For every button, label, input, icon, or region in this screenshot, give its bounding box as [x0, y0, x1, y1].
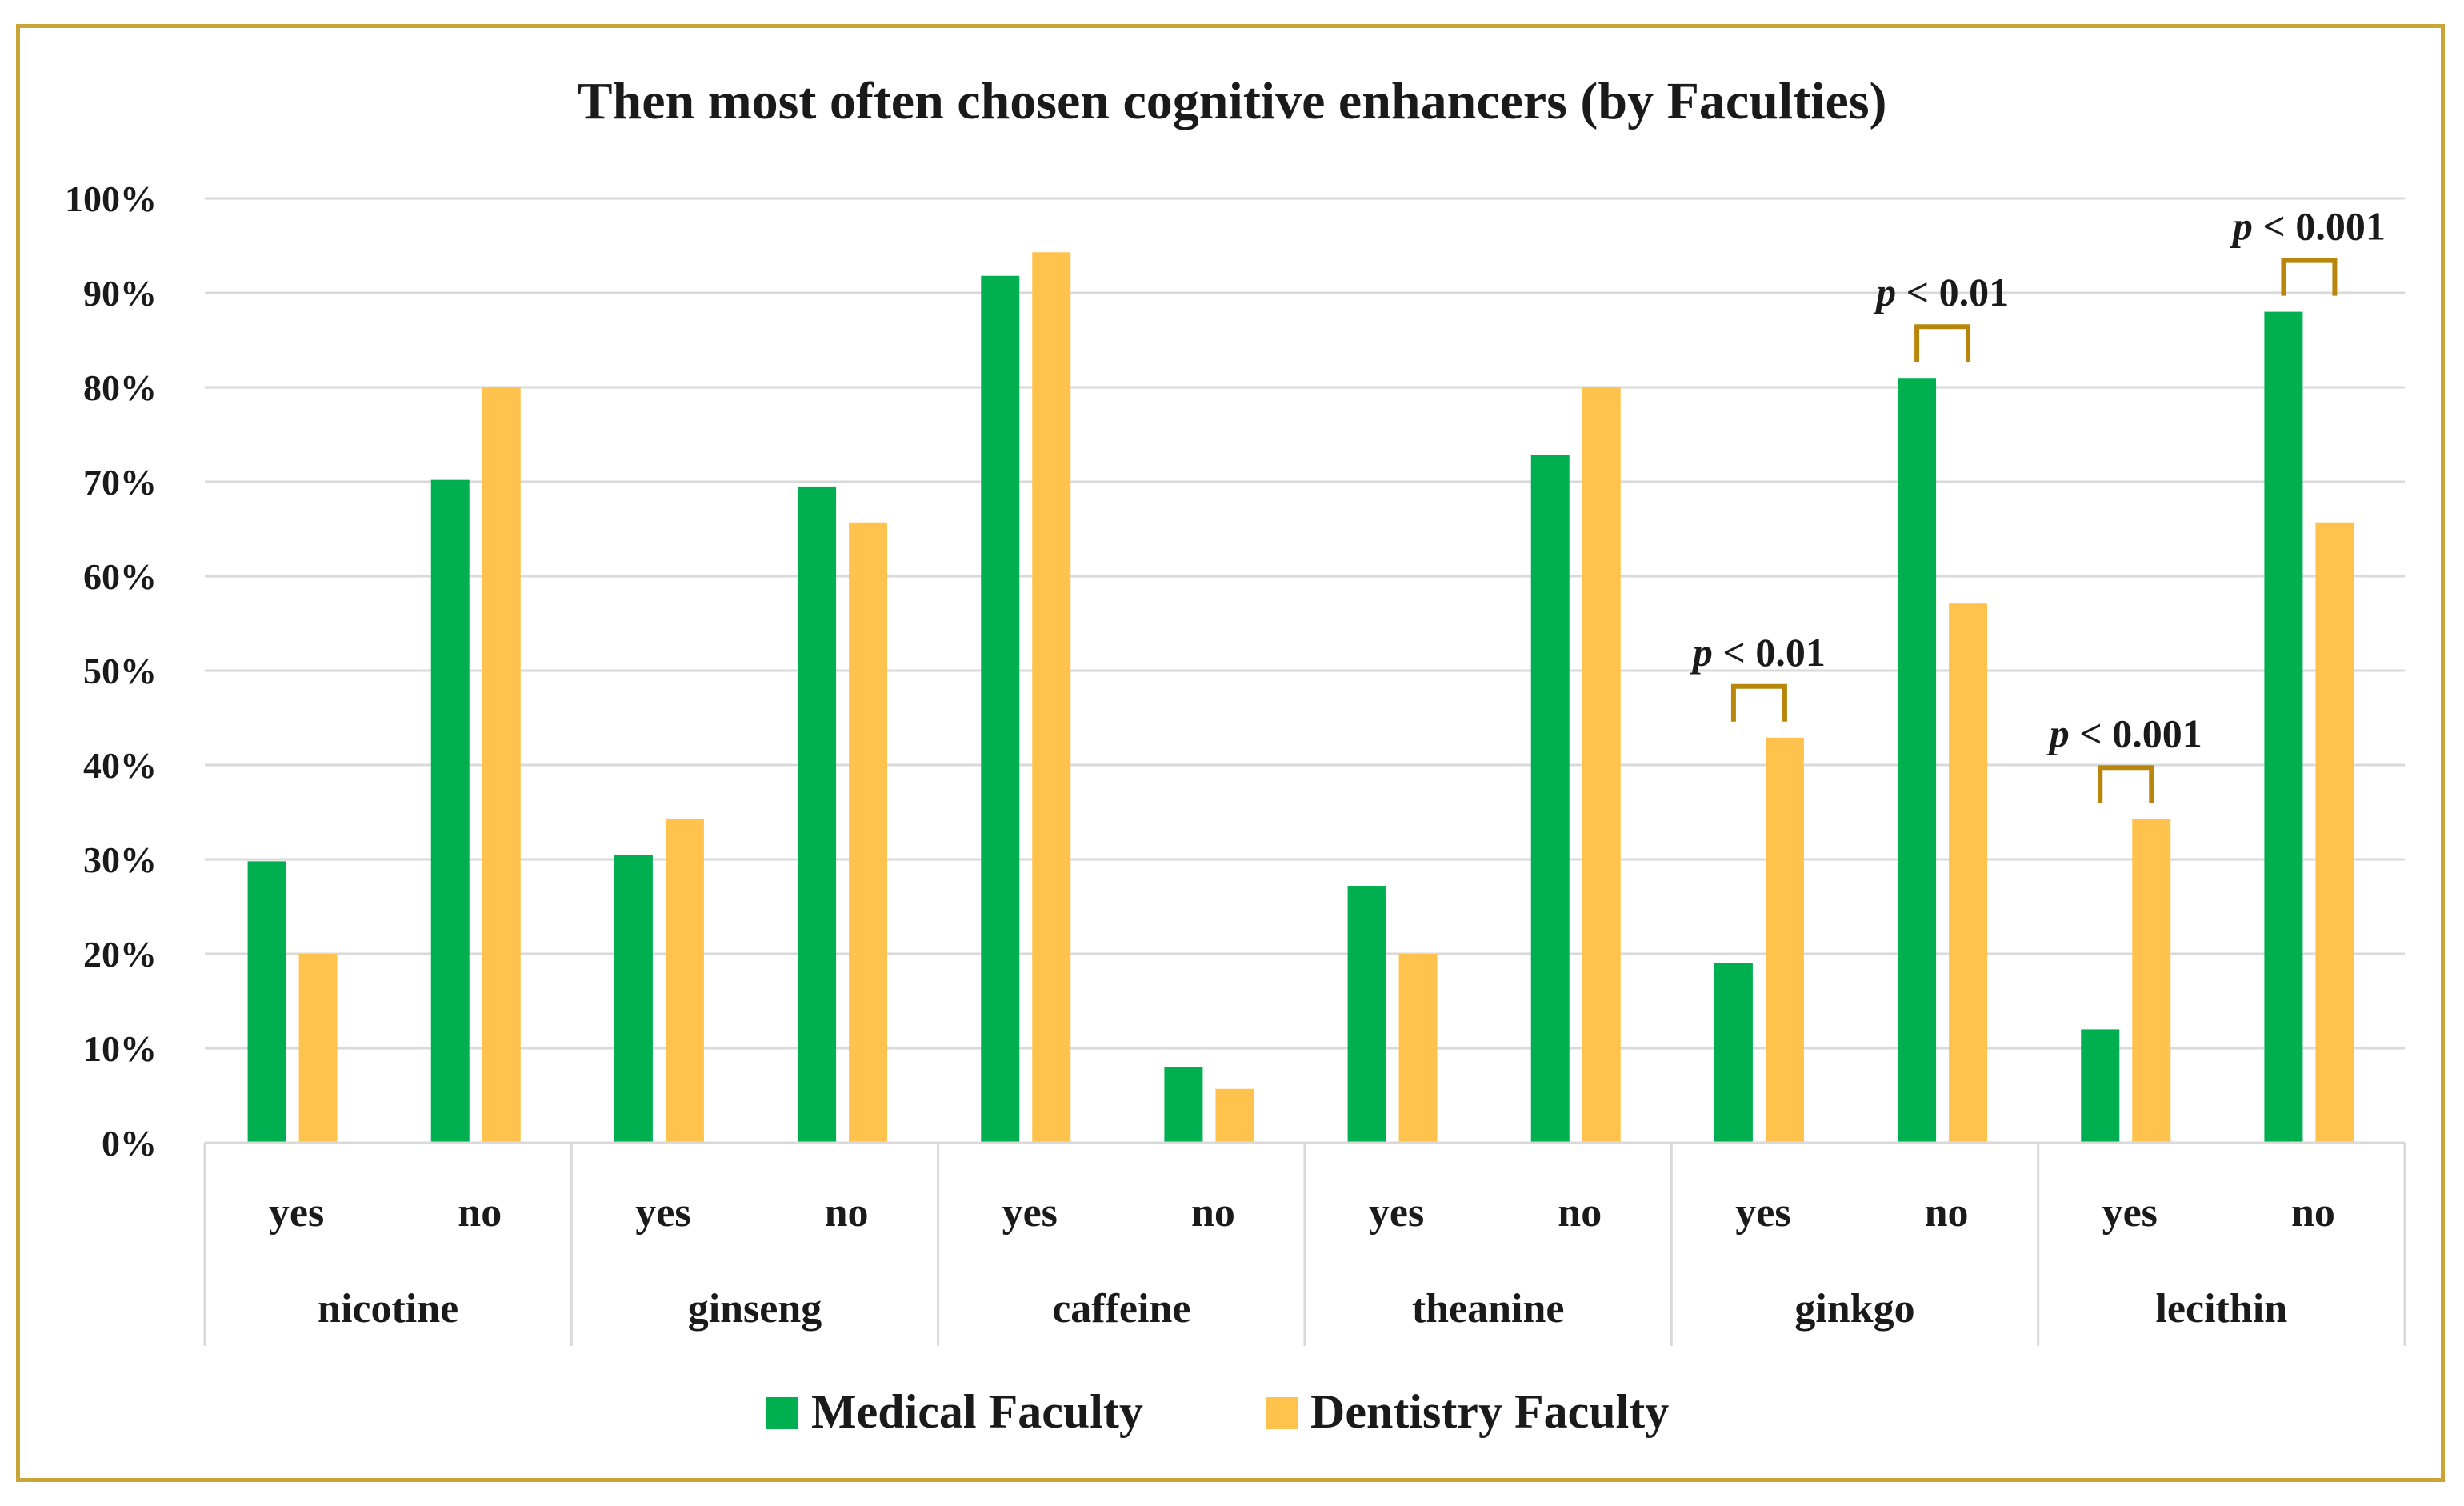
y-tick-label: 70%	[83, 462, 157, 503]
y-tick-label: 100%	[65, 178, 157, 219]
y-tick-label: 60%	[83, 556, 157, 597]
medical-bar	[1347, 886, 1386, 1143]
x-subcategory-label: yes	[2102, 1190, 2158, 1236]
y-tick-label: 90%	[83, 273, 157, 314]
dentistry-bar	[1765, 737, 1804, 1143]
medical-bar	[247, 861, 286, 1143]
y-tick-label: 30%	[83, 839, 157, 880]
x-subcategory-label: no	[458, 1190, 502, 1236]
x-group-label: lecithin	[2155, 1286, 2287, 1332]
significance-bracket	[2098, 765, 2154, 803]
dentistry-bar	[849, 522, 888, 1143]
y-axis-ticks: 0% 10% 20% 30% 40% 50% 60% 70% 80% 90% 100%	[65, 178, 157, 1164]
dentistry-bar	[2315, 522, 2354, 1143]
significance-bracket	[1914, 324, 1971, 362]
significance-bracket	[2281, 258, 2338, 296]
gridlines	[205, 197, 2405, 1144]
medical-bar	[2081, 1029, 2120, 1143]
x-subcategory-label: no	[1558, 1190, 1602, 1236]
dentistry-bar	[2132, 819, 2171, 1143]
significance-annotations: p < 0.01 p < 0.01 p < 0.001 p < 0.001	[1690, 204, 2386, 803]
x-subcategory-label: yes	[1369, 1190, 1424, 1236]
p-value-label: p < 0.001	[2046, 711, 2202, 755]
x-group-label: ginkgo	[1794, 1286, 1914, 1332]
p-value-label: p < 0.01	[1873, 270, 2009, 314]
legend-swatch-medical	[766, 1397, 798, 1429]
x-group-label: ginseng	[688, 1286, 822, 1332]
bars	[247, 252, 2354, 1144]
chart-frame	[16, 24, 2445, 1482]
y-tick-label: 20%	[83, 934, 157, 975]
x-subcategory-label: yes	[1002, 1190, 1058, 1236]
medical-bar	[1530, 455, 1570, 1143]
x-group-label: theanine	[1412, 1286, 1565, 1332]
y-tick-label: 10%	[83, 1028, 157, 1069]
significance-bracket	[1730, 683, 1787, 722]
dentistry-bar	[1215, 1088, 1254, 1143]
medical-bar	[2264, 311, 2303, 1144]
x-subcategory-label: yes	[269, 1190, 324, 1236]
y-tick-label: 40%	[83, 745, 157, 786]
p-value-label: p < 0.001	[2230, 204, 2386, 249]
x-subcategory-label: yes	[635, 1190, 690, 1236]
x-subcategory-label: no	[2291, 1190, 2335, 1236]
x-subcategory-label: no	[1925, 1190, 1969, 1236]
medical-bar	[1164, 1067, 1203, 1143]
dentistry-bar	[1398, 954, 1438, 1143]
dentistry-bar	[665, 819, 704, 1143]
legend: Medical Faculty Dentistry Faculty	[766, 1385, 1669, 1438]
y-tick-label: 80%	[83, 367, 157, 408]
x-subcategory-label: no	[1191, 1190, 1235, 1236]
medical-bar	[798, 486, 837, 1143]
p-value-label: p < 0.01	[1690, 630, 1826, 675]
medical-bar	[1898, 378, 1937, 1143]
x-subcategory-label: yes	[1735, 1190, 1790, 1236]
y-tick-label: 50%	[83, 651, 157, 691]
medical-bar	[614, 855, 653, 1143]
legend-label-medical: Medical Faculty	[811, 1385, 1143, 1438]
dentistry-bar	[1032, 252, 1071, 1143]
y-tick-label: 0%	[102, 1123, 157, 1164]
medical-bar	[1714, 963, 1753, 1143]
x-group-label: caffeine	[1052, 1286, 1190, 1332]
medical-bar	[981, 275, 1020, 1143]
x-axis: yes no yes no yes no yes no yes no yes no nicotine gi…	[203, 1141, 2406, 1346]
legend-label-dentistry: Dentistry Faculty	[1310, 1385, 1669, 1438]
medical-bar	[430, 479, 470, 1143]
dentistry-bar	[298, 954, 338, 1143]
dentistry-bar	[1949, 603, 1988, 1143]
dentistry-bar	[482, 387, 521, 1143]
legend-swatch-dentistry	[1266, 1397, 1298, 1429]
x-subcategory-label: no	[825, 1190, 869, 1236]
chart-title: Then most often chosen cognitive enhance…	[577, 72, 1886, 130]
dentistry-bar	[1582, 387, 1621, 1143]
x-group-label: nicotine	[318, 1286, 458, 1332]
